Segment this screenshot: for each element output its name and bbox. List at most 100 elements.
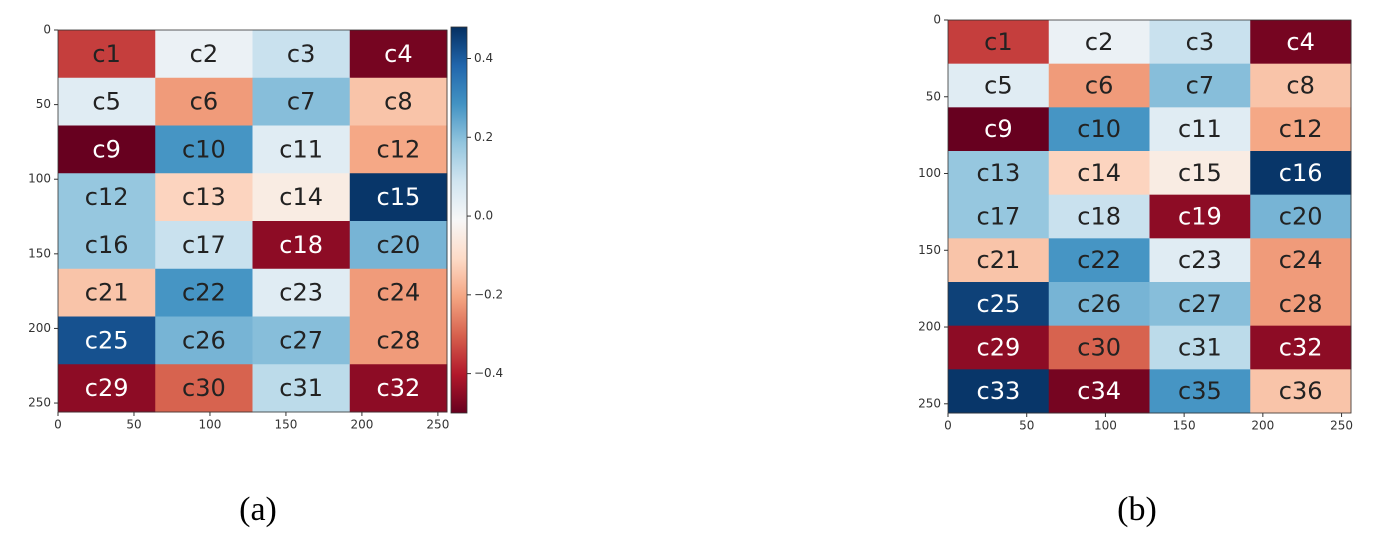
heatmap-cell bbox=[948, 238, 1050, 283]
heatmap-cell bbox=[1149, 369, 1251, 414]
heatmap-cell bbox=[1048, 282, 1150, 327]
plot-frame bbox=[947, 19, 1352, 414]
y-tick-label: 50 bbox=[926, 89, 941, 103]
heatmap-cell bbox=[1048, 325, 1150, 370]
heatmap-cell bbox=[155, 77, 253, 126]
cell-label: c32 bbox=[1279, 334, 1323, 362]
heatmap-cell bbox=[948, 20, 1050, 65]
x-tick-label: 250 bbox=[426, 418, 449, 432]
heatmap-cell bbox=[948, 369, 1050, 414]
heatmap-cell bbox=[58, 173, 156, 222]
cell-label: c5 bbox=[984, 72, 1012, 100]
colorbar-tick-label: 0.4 bbox=[474, 51, 493, 65]
x-tick-label: 100 bbox=[199, 418, 222, 432]
x-tick-label: 0 bbox=[944, 419, 952, 433]
heatmap-cell bbox=[1250, 369, 1352, 414]
heatmap-cell bbox=[155, 221, 253, 270]
cell-label: c1 bbox=[92, 40, 120, 68]
heatmap-cell bbox=[1048, 238, 1150, 283]
cell-label: c18 bbox=[1077, 203, 1121, 231]
heatmap-cell bbox=[155, 125, 253, 174]
cell-label: c12 bbox=[1279, 115, 1323, 143]
heatmap-cell bbox=[1149, 325, 1251, 370]
cell-label: c25 bbox=[977, 290, 1021, 318]
x-tick-label: 50 bbox=[1019, 419, 1034, 433]
heatmap-cell bbox=[58, 268, 156, 317]
cell-label: c14 bbox=[1077, 159, 1121, 187]
cell-label: c26 bbox=[182, 326, 226, 354]
cell-label: c12 bbox=[377, 135, 421, 163]
y-tick-label: 100 bbox=[28, 172, 51, 186]
heatmap-cell bbox=[58, 77, 156, 126]
cell-label: c15 bbox=[377, 183, 421, 211]
cell-label: c8 bbox=[1286, 72, 1314, 100]
heatmap-cell bbox=[1250, 107, 1352, 152]
cell-label: c5 bbox=[92, 88, 120, 116]
y-tick-label: 150 bbox=[28, 246, 51, 260]
heatmap-cell bbox=[252, 268, 351, 317]
heatmap-cell bbox=[1250, 194, 1352, 239]
heatmap-cell bbox=[1250, 238, 1352, 283]
heatmap-cell bbox=[1149, 20, 1251, 65]
heatmap-cell bbox=[948, 282, 1050, 327]
heatmap-cell bbox=[349, 125, 448, 174]
cell-label: c2 bbox=[1085, 28, 1113, 56]
cell-label: c30 bbox=[1077, 334, 1121, 362]
cell-label: c33 bbox=[977, 377, 1021, 405]
cell-label: c10 bbox=[1077, 115, 1121, 143]
cell-label: c21 bbox=[977, 246, 1021, 274]
heatmap-cell bbox=[349, 30, 448, 79]
heatmap-cell bbox=[58, 30, 156, 79]
heatmap-cell bbox=[349, 221, 448, 270]
cell-label: c21 bbox=[85, 279, 129, 307]
cell-label: c29 bbox=[85, 374, 129, 402]
heatmap-cell bbox=[1149, 238, 1251, 283]
cell-label: c36 bbox=[1279, 377, 1323, 405]
heatmap-cell bbox=[155, 364, 253, 413]
heatmap-cell bbox=[1149, 282, 1251, 327]
heatmap-cell bbox=[349, 173, 448, 222]
cell-label: c29 bbox=[977, 334, 1021, 362]
cell-label: c14 bbox=[279, 183, 323, 211]
cell-label: c28 bbox=[1279, 290, 1323, 318]
cell-label: c1 bbox=[984, 28, 1012, 56]
cell-label: c2 bbox=[190, 40, 218, 68]
heatmap-cell bbox=[948, 194, 1050, 239]
heatmap-cell bbox=[155, 173, 253, 222]
cell-label: c35 bbox=[1178, 377, 1222, 405]
x-tick-label: 200 bbox=[350, 418, 373, 432]
x-tick-label: 100 bbox=[1094, 419, 1117, 433]
cell-label: c4 bbox=[384, 40, 412, 68]
cell-label: c6 bbox=[1085, 72, 1113, 100]
heatmap-cell bbox=[58, 125, 156, 174]
cell-label: c7 bbox=[287, 88, 315, 116]
cell-label: c16 bbox=[1279, 159, 1323, 187]
cell-label: c8 bbox=[384, 88, 412, 116]
heatmap-cell bbox=[1250, 151, 1352, 196]
heatmap-cell bbox=[252, 125, 351, 174]
heatmap-cell bbox=[252, 316, 351, 365]
heatmap-cell bbox=[1149, 151, 1251, 196]
plot-frame bbox=[57, 29, 448, 413]
colorbar-tick-label: −0.4 bbox=[474, 366, 503, 380]
heatmap-cell bbox=[58, 221, 156, 270]
cell-label: c30 bbox=[182, 374, 226, 402]
heatmap-cell bbox=[1048, 107, 1150, 152]
cell-label: c23 bbox=[279, 279, 323, 307]
heatmap-cell bbox=[948, 63, 1050, 108]
heatmap-cell bbox=[1149, 63, 1251, 108]
heatmap-cell bbox=[1048, 20, 1150, 65]
cell-label: c18 bbox=[279, 231, 323, 259]
heatmap-cell bbox=[155, 316, 253, 365]
cell-label: c11 bbox=[1178, 115, 1222, 143]
colorbar-tick-label: 0.2 bbox=[474, 130, 493, 144]
x-tick-label: 250 bbox=[1330, 419, 1353, 433]
heatmap-cell bbox=[349, 77, 448, 126]
heatmap-cell bbox=[1048, 151, 1150, 196]
colorbar-tick-label: −0.2 bbox=[474, 287, 503, 301]
cell-label: c7 bbox=[1186, 72, 1214, 100]
heatmap-cell bbox=[155, 30, 253, 79]
heatmap-cell bbox=[1149, 107, 1251, 152]
heatmap-cell bbox=[948, 325, 1050, 370]
heatmap-cell bbox=[1250, 325, 1352, 370]
